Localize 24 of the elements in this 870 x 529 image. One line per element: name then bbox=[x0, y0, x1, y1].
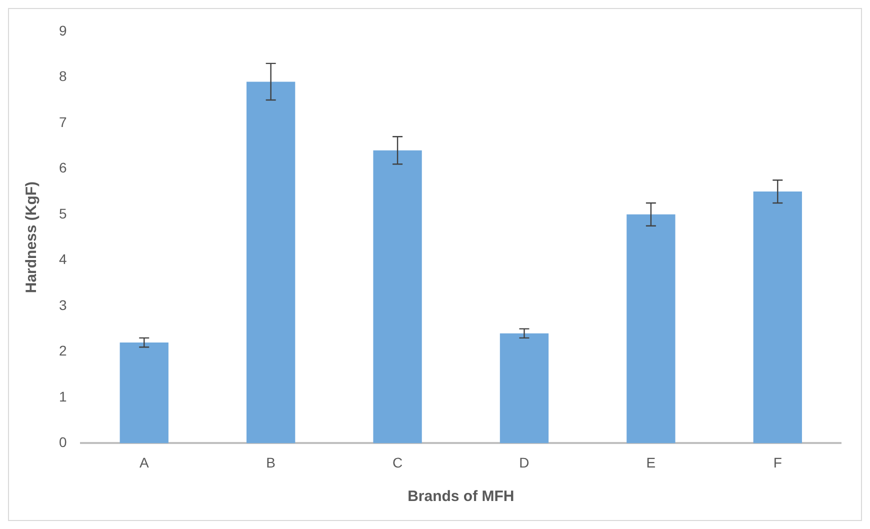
bar bbox=[753, 192, 802, 444]
bar bbox=[500, 333, 549, 444]
x-tick-label: B bbox=[266, 454, 276, 470]
x-tick-label: A bbox=[139, 454, 150, 470]
x-tick-label: C bbox=[392, 454, 403, 470]
y-tick-label: 5 bbox=[58, 205, 67, 222]
y-tick-label: 4 bbox=[58, 251, 67, 268]
x-axis-title: Brands of MFH bbox=[408, 488, 514, 506]
x-tick-label: E bbox=[646, 454, 656, 470]
y-tick-label: 2 bbox=[58, 342, 67, 359]
y-tick-label: 8 bbox=[58, 68, 67, 84]
bar bbox=[626, 214, 676, 444]
y-tick-label: 6 bbox=[58, 160, 67, 176]
y-tick-label: 9 bbox=[58, 22, 67, 38]
y-tick-label: 3 bbox=[58, 296, 67, 313]
bar bbox=[373, 150, 422, 444]
bar bbox=[120, 342, 168, 444]
y-tick-label: 1 bbox=[58, 388, 67, 404]
y-tick-label: 7 bbox=[58, 114, 67, 130]
y-tick-label: 0 bbox=[58, 434, 67, 450]
x-tick-label: D bbox=[519, 454, 530, 470]
x-tick-label: F bbox=[773, 454, 782, 470]
bar bbox=[246, 82, 296, 444]
y-axis-title: Hardness (KgF) bbox=[23, 181, 40, 294]
